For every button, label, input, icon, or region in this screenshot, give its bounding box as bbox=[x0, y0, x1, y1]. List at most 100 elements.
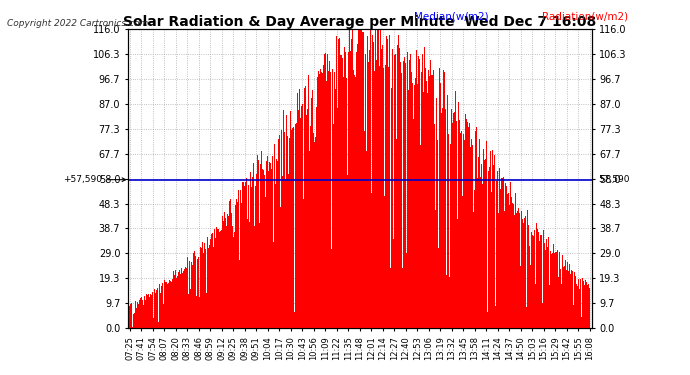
Bar bbox=[170, 280, 172, 328]
Bar bbox=[145, 300, 146, 328]
Bar bbox=[130, 304, 131, 328]
Bar bbox=[549, 285, 550, 328]
Bar bbox=[326, 81, 327, 328]
Bar bbox=[504, 211, 505, 328]
Bar bbox=[168, 283, 169, 328]
Bar bbox=[275, 184, 276, 328]
Bar bbox=[324, 53, 326, 328]
Bar bbox=[557, 250, 558, 328]
Bar bbox=[473, 212, 474, 328]
Bar bbox=[357, 44, 358, 328]
Bar bbox=[254, 226, 255, 328]
Bar bbox=[322, 73, 323, 328]
Bar bbox=[581, 317, 582, 328]
Bar bbox=[479, 139, 480, 328]
Bar bbox=[490, 151, 491, 328]
Bar bbox=[582, 278, 583, 328]
Bar bbox=[207, 237, 208, 328]
Bar bbox=[202, 242, 203, 328]
Bar bbox=[483, 150, 484, 328]
Bar bbox=[348, 53, 349, 328]
Bar bbox=[501, 178, 502, 328]
Bar bbox=[442, 98, 444, 328]
Bar bbox=[390, 268, 391, 328]
Bar bbox=[389, 35, 390, 328]
Bar bbox=[380, 29, 381, 328]
Bar bbox=[424, 47, 425, 328]
Bar bbox=[337, 108, 338, 328]
Bar bbox=[156, 290, 157, 328]
Bar bbox=[173, 271, 174, 328]
Bar bbox=[241, 203, 242, 328]
Bar bbox=[573, 272, 575, 328]
Bar bbox=[301, 106, 302, 328]
Bar bbox=[384, 196, 385, 328]
Bar bbox=[452, 123, 453, 328]
Bar bbox=[150, 294, 151, 328]
Bar bbox=[317, 91, 319, 328]
Bar bbox=[405, 63, 406, 328]
Bar bbox=[129, 306, 130, 328]
Bar bbox=[236, 199, 237, 328]
Bar bbox=[441, 113, 442, 328]
Bar bbox=[167, 284, 168, 328]
Bar bbox=[556, 252, 557, 328]
Bar bbox=[486, 168, 487, 328]
Bar bbox=[382, 45, 383, 328]
Bar bbox=[220, 231, 221, 328]
Bar bbox=[227, 214, 228, 328]
Bar bbox=[221, 216, 223, 328]
Bar bbox=[284, 132, 285, 328]
Bar bbox=[269, 162, 270, 328]
Bar bbox=[278, 139, 279, 328]
Bar bbox=[554, 253, 555, 328]
Bar bbox=[153, 318, 154, 328]
Bar bbox=[492, 150, 493, 328]
Bar bbox=[215, 238, 217, 328]
Bar bbox=[440, 82, 441, 328]
Bar bbox=[271, 169, 272, 328]
Bar bbox=[177, 272, 179, 328]
Bar bbox=[138, 304, 139, 328]
Bar bbox=[495, 306, 496, 328]
Bar bbox=[585, 280, 586, 328]
Bar bbox=[464, 136, 466, 328]
Bar bbox=[290, 111, 291, 328]
Bar bbox=[304, 88, 305, 328]
Bar bbox=[508, 193, 509, 328]
Bar bbox=[188, 294, 189, 328]
Text: Radiation(w/m2): Radiation(w/m2) bbox=[542, 11, 628, 21]
Bar bbox=[529, 246, 530, 328]
Bar bbox=[484, 160, 485, 328]
Bar bbox=[372, 35, 373, 328]
Bar bbox=[580, 279, 581, 328]
Bar bbox=[209, 244, 210, 328]
Bar bbox=[201, 248, 202, 328]
Bar bbox=[131, 303, 132, 328]
Bar bbox=[169, 280, 170, 328]
Bar bbox=[327, 54, 328, 328]
Bar bbox=[509, 205, 511, 328]
Bar bbox=[367, 36, 368, 328]
Bar bbox=[198, 257, 199, 328]
Bar bbox=[342, 58, 343, 328]
Bar bbox=[444, 72, 445, 328]
Bar bbox=[132, 314, 134, 328]
Bar bbox=[144, 296, 145, 328]
Bar bbox=[139, 300, 140, 328]
Bar bbox=[151, 296, 152, 328]
Bar bbox=[446, 275, 447, 328]
Bar bbox=[463, 134, 464, 328]
Bar bbox=[303, 199, 304, 328]
Text: 57,590: 57,590 bbox=[599, 175, 630, 184]
Bar bbox=[553, 244, 554, 328]
Bar bbox=[373, 42, 374, 328]
Bar bbox=[211, 234, 212, 328]
Bar bbox=[316, 107, 317, 328]
Bar bbox=[448, 277, 450, 328]
Bar bbox=[518, 208, 519, 328]
Bar bbox=[445, 110, 446, 328]
Bar bbox=[246, 178, 247, 328]
Bar bbox=[480, 177, 481, 328]
Bar bbox=[196, 296, 197, 328]
